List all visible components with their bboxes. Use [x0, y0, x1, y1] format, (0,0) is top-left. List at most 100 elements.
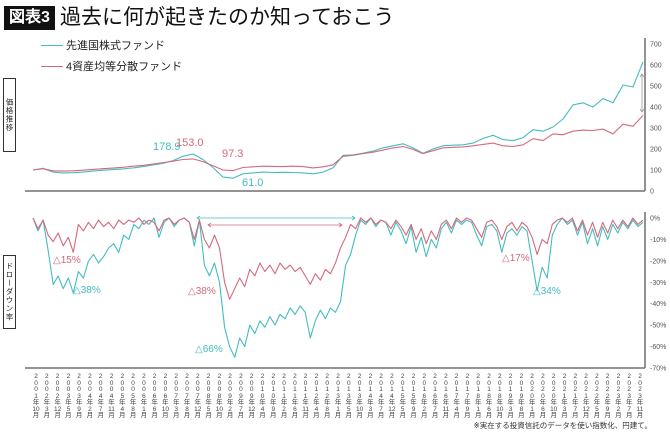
x-axis-tick-label: 2 0 0 1 年 10 月: [32, 373, 40, 419]
x-axis-tick-label: 2 0 2 1 年 12 月: [582, 373, 590, 419]
x-axis-tick-label: 2 0 0 6 年 10 月: [161, 373, 169, 419]
price-y-ticks: 0 100 200 300 400 500 600 700: [650, 42, 662, 196]
x-axis-tick-label: 2 0 1 3 年 10 月: [355, 373, 364, 419]
price-y-tick-label: 400: [650, 105, 662, 112]
annotation-developed-trough: 61.0: [242, 177, 264, 189]
x-axis-tick-label: 2 0 1 1 年 11 月: [302, 373, 309, 419]
price-y-tick-label: 500: [650, 84, 662, 91]
annotation-balanced-trough: 97.3: [222, 148, 244, 160]
drawdown-y-tick-label: -40%: [650, 301, 666, 308]
annotation-balanced-dd-2020: △17%: [502, 253, 530, 264]
x-axis-tick-label: 2 0 0 9 年 12 月: [248, 373, 256, 419]
price-panel-label-box: 価格推移: [3, 78, 16, 152]
drawdown-y-tick-label: -50%: [650, 323, 666, 330]
x-axis-tick-label: 2 0 2 0 年 10 月: [550, 373, 558, 419]
price-y-tick-label: 700: [650, 42, 662, 49]
drawdown-chart: 0% -10% -20% -30% -40% -50% -60% -70%: [25, 212, 666, 373]
price-y-tick-label: 200: [650, 147, 662, 154]
annotation-developed-dd-2003: △38%: [73, 285, 101, 296]
annotation-balanced-peak: 153.0: [176, 137, 204, 149]
drawdown-y-tick-label: -20%: [650, 258, 666, 265]
drawdown-y-tick-label: 0%: [650, 216, 660, 223]
legend-line-icon: [41, 44, 63, 46]
annotation-developed-peak: 178.9: [153, 141, 181, 153]
recovery-period-arrow-red-icon: [207, 222, 343, 228]
annotation-developed-dd-2009: △66%: [195, 344, 223, 355]
annotation-balanced-dd-2003: △15%: [53, 255, 81, 266]
x-axis-tick-label: 2 0 1 6 年 11 月: [442, 373, 450, 419]
price-line-developed-equity: [32, 61, 644, 179]
drawdown-line-balanced-fund: [32, 217, 644, 300]
drawdown-line-developed-equity: [32, 217, 644, 358]
legend-item-developed-equity: 先進国株式ファンド: [41, 38, 165, 52]
x-axis-tick-label: 2 0 0 8 年 10 月: [215, 373, 223, 419]
legend-label: 4資産均等分散ファンド: [66, 61, 183, 73]
legend-label: 先進国株式ファンド: [66, 40, 165, 52]
gap-double-arrow-icon: [639, 73, 645, 113]
price-y-tick-label: 0: [650, 189, 654, 196]
legend-line-icon: [41, 65, 63, 67]
drawdown-y-tick-label: -60%: [650, 344, 666, 351]
x-axis-tick-label: 2 0 1 4 年 12 月: [388, 373, 396, 419]
x-axis-tick-label: 2 0 1 8 年 10 月: [496, 373, 504, 419]
drawdown-y-ticks: 0% -10% -20% -30% -40% -50% -60% -70%: [650, 216, 666, 373]
price-chart: 0 100 200 300 400 500 600 700: [25, 38, 662, 196]
x-axis-tick-label: 2 0 0 2 年 12 月: [53, 373, 62, 419]
x-axis-tick-label: 2 0 0 7 年 12 月: [194, 373, 202, 419]
drawdown-series-group: [32, 217, 644, 358]
x-axis-tick-label: 2 0 0 4 年 11 月: [108, 373, 115, 419]
price-panel-label: 価格推移: [5, 98, 14, 132]
price-series-group: [32, 61, 644, 179]
price-line-balanced-fund: [32, 115, 644, 172]
price-y-tick-label: 300: [650, 126, 662, 133]
annotation-balanced-dd-2009: △38%: [188, 286, 216, 297]
price-y-tick-label: 100: [650, 168, 662, 175]
chart-title: 過去に何が起きたのか知っておこう: [60, 6, 395, 29]
drawdown-panel-label: ドローダウン率: [5, 262, 14, 322]
recovery-period-arrow-teal-icon: [196, 215, 356, 221]
price-y-tick-label: 600: [650, 63, 662, 70]
drawdown-y-tick-label: -70%: [650, 366, 666, 373]
figure-number-badge: 図表3: [4, 6, 55, 30]
